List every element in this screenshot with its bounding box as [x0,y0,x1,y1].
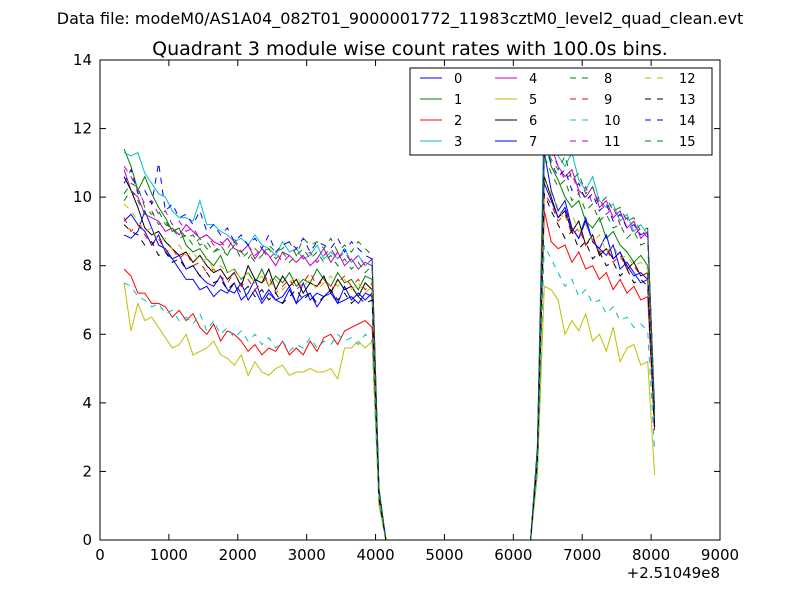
legend-label-6: 6 [529,114,537,129]
legend-label-0: 0 [454,72,462,87]
legend-label-10: 10 [604,114,621,129]
y-tick-label: 0 [82,531,92,549]
x-tick-label: 7000 [563,546,601,564]
series-line-5 [123,282,656,540]
x-tick-label: 9000 [701,546,739,564]
legend-label-9: 9 [604,93,612,108]
y-tick-label: 10 [73,188,92,206]
series-line-2 [123,210,656,540]
series-line-9 [123,192,656,540]
chart-title: Quadrant 3 module wise count rates with … [152,38,668,60]
y-tick-label: 14 [73,51,92,69]
series-line-1 [123,135,656,540]
series-line-4 [123,131,656,540]
series-line-11 [123,135,656,540]
data-file-title: Data file: modeM0/AS1A04_082T01_90000017… [57,9,743,29]
y-tick-label: 8 [82,257,92,275]
x-tick-label: 6000 [494,546,532,564]
x-tick-label: 3000 [288,546,326,564]
series-line-0 [123,152,656,540]
series-line-13 [123,193,656,540]
x-tick-label: 0 [95,546,105,564]
series-line-6 [123,176,656,540]
x-tick-label: 1000 [150,546,188,564]
legend-label-11: 11 [604,135,621,150]
x-tick-label: 8000 [632,546,670,564]
series-line-8 [123,142,656,540]
series-line-12 [123,179,656,540]
legend-label-14: 14 [679,114,696,129]
legend-label-3: 3 [454,135,462,150]
y-tick-label: 6 [82,325,92,343]
series-line-3 [123,97,656,540]
legend-label-5: 5 [529,93,537,108]
legend-label-7: 7 [529,135,537,150]
y-tick-label: 2 [82,462,92,480]
x-tick-label: 2000 [219,546,257,564]
legend-label-15: 15 [679,135,696,150]
series-line-10 [123,244,656,540]
plot-area-frame [99,59,721,541]
legend-label-2: 2 [454,114,462,129]
legend-label-12: 12 [679,72,696,87]
legend-label-1: 1 [454,93,462,108]
series-line-14 [123,145,656,540]
y-tick-label: 12 [73,120,92,138]
axis-ticks: 0 1000 2000 3000 4000 5000 6000 7000 8000 9000 0 2 4… [73,51,739,564]
y-tick-label: 4 [82,394,92,412]
x-tick-label: 5000 [425,546,463,564]
legend-label-8: 8 [604,72,612,87]
x-axis-offset-label: +2.51049e8 [627,564,720,582]
legend-label-13: 13 [679,93,696,108]
legend-label-4: 4 [529,72,537,87]
x-tick-label: 4000 [356,546,394,564]
series-line-7 [123,183,656,540]
